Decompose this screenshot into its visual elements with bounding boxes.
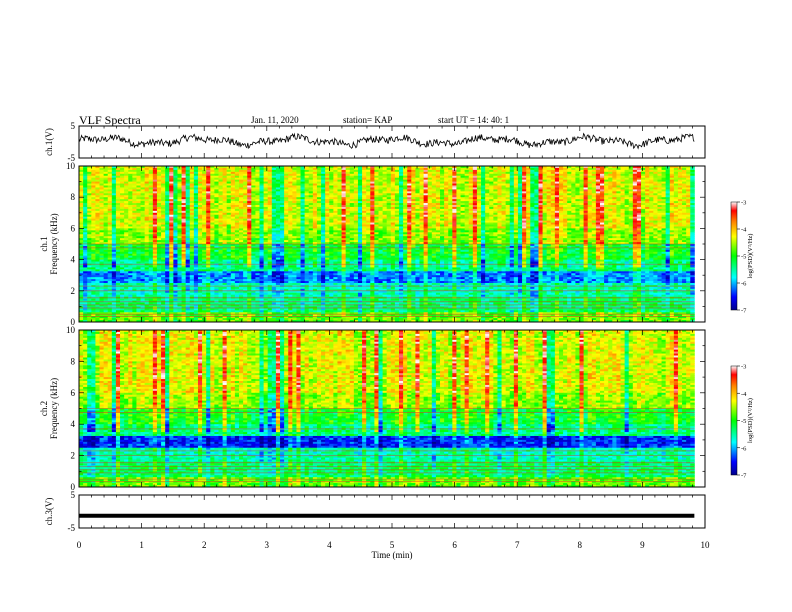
date-label: Jan. 11, 2020 [251, 115, 299, 125]
y-axis-label: ch.1(V) [44, 128, 54, 156]
colorbar-label: log(PSD)(V²/Hz) [747, 398, 754, 443]
x-tick-label: 5 [390, 540, 395, 550]
colorbar-tick-label: -3 [741, 364, 746, 371]
ch1-signal-line [78, 132, 695, 150]
x-tick-label: 4 [327, 540, 332, 550]
y-axis-label: Frequency (kHz) [49, 378, 59, 439]
colorbar-tick-label: -7 [741, 308, 747, 315]
spectrogram-ch2-image [79, 330, 695, 488]
start-time-label: start UT = 14: 40: 1 [438, 115, 509, 125]
colorbar-tick-label: -4 [741, 391, 747, 398]
y-axis-label: ch.2 [39, 401, 49, 416]
colorbar-tick-label: -5 [741, 254, 746, 261]
colorbar-ch2 [730, 365, 738, 476]
y-tick-label: 5 [71, 121, 76, 131]
x-tick-label: 10 [701, 540, 711, 550]
x-axis-label: Time (min) [372, 550, 413, 560]
y-tick-label: 2 [71, 286, 76, 296]
colorbar-tick-label: -4 [741, 227, 747, 234]
colorbar-tick-label: -6 [741, 281, 747, 288]
y-axis-label: ch.3(V) [44, 498, 54, 526]
y-tick-label: -5 [68, 153, 76, 163]
y-tick-label: 8 [71, 356, 76, 366]
spectrogram-ch1-image [79, 166, 695, 323]
y-tick-label: 0 [71, 317, 76, 327]
colorbar-tick-label: -7 [741, 473, 747, 480]
y-tick-label: 10 [66, 325, 76, 335]
y-tick-label: -5 [68, 523, 76, 533]
y-axis-label: ch.1 [39, 236, 49, 251]
x-tick-label: 9 [640, 540, 645, 550]
colorbar-tick-label: -5 [741, 418, 746, 425]
chart-title: VLF Spectra [79, 113, 141, 128]
x-tick-label: 1 [139, 540, 144, 550]
x-tick-label: 0 [77, 540, 82, 550]
y-tick-label: 10 [66, 161, 76, 171]
x-tick-label: 8 [578, 540, 583, 550]
y-tick-label: 4 [71, 255, 76, 265]
y-tick-label: 6 [71, 388, 76, 398]
station-label: station= KAP [343, 115, 392, 125]
x-tick-label: 7 [515, 540, 520, 550]
x-tick-label: 6 [452, 540, 457, 550]
colorbar-tick-label: -3 [741, 200, 746, 207]
y-tick-label: 5 [71, 490, 76, 500]
y-tick-label: 6 [71, 223, 76, 233]
colorbar-label: log(PSD)(V²/Hz) [747, 234, 754, 279]
y-tick-label: 4 [71, 419, 76, 429]
colorbar-tick-label: -6 [741, 445, 747, 452]
panels: 5 -5 ch.1(V) -3 -4 -5 -6 -7 log(PSD)(V²/Hz) 0 2 4 6 8… [39, 121, 754, 560]
y-axis-label: Frequency (kHz) [49, 213, 59, 274]
colorbar-ch1 [730, 201, 738, 311]
y-tick-label: 0 [71, 482, 76, 492]
y-tick-label: 2 [71, 451, 76, 461]
y-tick-label: 8 [71, 192, 76, 202]
x-tick-label: 3 [265, 540, 270, 550]
x-tick-label: 2 [202, 540, 207, 550]
